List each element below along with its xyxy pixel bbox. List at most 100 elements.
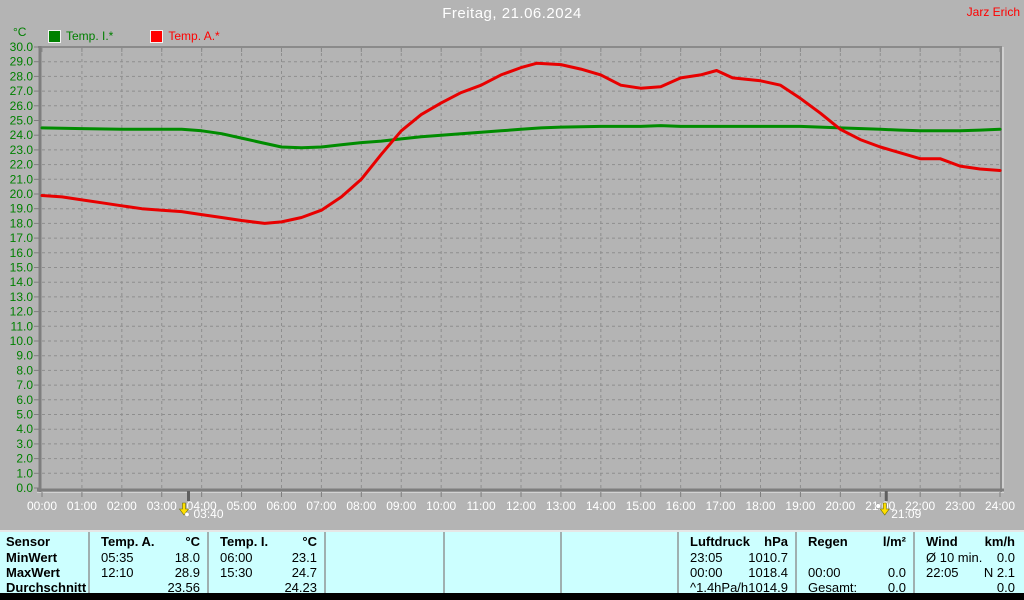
table-cell-right: hPa bbox=[764, 534, 788, 550]
y-tick-label: 28.0 bbox=[10, 69, 34, 83]
y-tick-label: 3.0 bbox=[16, 437, 33, 451]
table-cell-left: 06:00 bbox=[220, 549, 253, 565]
table-row: 22:05 N 2.1 bbox=[915, 565, 1022, 580]
y-tick-label: 25.0 bbox=[10, 114, 34, 128]
table-row bbox=[445, 534, 560, 549]
table-row: Wind km/h bbox=[915, 534, 1022, 549]
y-tick-label: 23.0 bbox=[10, 143, 34, 157]
y-tick-label: 15.0 bbox=[10, 261, 34, 275]
table-group-empty-2 bbox=[443, 532, 560, 593]
table-cell-right: 0.0 bbox=[887, 580, 906, 596]
y-tick-label: 2.0 bbox=[16, 452, 33, 466]
table-row: 23.56 bbox=[90, 580, 207, 595]
x-tick-label: 09:00 bbox=[386, 499, 416, 513]
y-tick-label: 7.0 bbox=[16, 378, 33, 392]
table-cell-right bbox=[670, 534, 677, 549]
table-cell-right bbox=[436, 565, 443, 580]
table-row: 15:30 24.7 bbox=[209, 565, 324, 580]
table-cell-right bbox=[436, 534, 443, 549]
table-cell-right bbox=[436, 550, 443, 565]
x-tick-label: 20:00 bbox=[825, 499, 855, 513]
x-tick-label: 14:00 bbox=[586, 499, 616, 513]
table-cell-right: °C bbox=[185, 534, 200, 550]
legend-item-temp-i: Temp. I.* bbox=[48, 29, 113, 43]
table-cell-right: 23.1 bbox=[291, 549, 317, 565]
x-tick-label: 24:00 bbox=[985, 499, 1015, 513]
table-cell-right: l/m² bbox=[882, 534, 906, 550]
y-tick-label: 9.0 bbox=[16, 349, 33, 363]
x-tick-label: 11:00 bbox=[467, 499, 496, 513]
y-tick-label: 18.0 bbox=[10, 216, 34, 230]
y-tick-label: 12.0 bbox=[10, 305, 34, 319]
x-tick-label: 03:00 bbox=[147, 499, 177, 513]
legend-label-temp-i: Temp. I.* bbox=[66, 29, 114, 43]
y-axis-unit-label: °C bbox=[13, 25, 27, 39]
table-cell-left: 00:00 bbox=[690, 564, 723, 580]
table-cell-left: Ø 10 min. bbox=[926, 549, 983, 565]
table-cell-left: Temp. I. bbox=[220, 534, 269, 550]
table-row bbox=[326, 565, 443, 580]
table-row: 24.23 bbox=[209, 580, 324, 595]
table-row bbox=[562, 534, 677, 549]
table-cell-right: 0.0 bbox=[996, 580, 1015, 596]
sunrise-icon bbox=[178, 502, 190, 516]
table-cell-left bbox=[326, 534, 337, 549]
table-cell-left: ^1.4hPa/h bbox=[690, 580, 749, 596]
table-row: ^1.4hPa/h 1014.9 bbox=[679, 580, 795, 595]
y-tick-label: 5.0 bbox=[16, 408, 33, 422]
table-row-label: MinWert bbox=[6, 549, 58, 565]
x-tick-label: 13:00 bbox=[546, 499, 576, 513]
legend-label-temp-a: Temp. A.* bbox=[168, 29, 220, 43]
table-row: 06:00 23.1 bbox=[209, 549, 324, 565]
table-cell-right bbox=[553, 550, 560, 565]
table-cell-right: 23.56 bbox=[167, 580, 200, 596]
table-row: 0.0 bbox=[915, 580, 1022, 595]
table-row bbox=[326, 549, 443, 564]
table-cell-right: 1010.7 bbox=[748, 549, 788, 565]
x-tick-label: 00:00 bbox=[27, 499, 57, 513]
x-tick-label: 17:00 bbox=[706, 499, 736, 513]
table-cell-right: 1014.9 bbox=[748, 580, 788, 596]
y-tick-label: 17.0 bbox=[10, 231, 34, 245]
table-group-empty-1 bbox=[324, 532, 443, 593]
table-cell-left: Luftdruck bbox=[690, 534, 750, 550]
table-row: Temp. A. °C bbox=[90, 534, 207, 549]
table-cell-left bbox=[445, 565, 456, 580]
y-tick-label: 30.0 bbox=[10, 40, 34, 54]
table-cell-left: Temp. A. bbox=[101, 534, 155, 550]
table-row-label: Durchschnitt bbox=[6, 580, 87, 596]
table-cell-left bbox=[445, 550, 456, 565]
table-group-temp-a: Temp. A. °C 05:35 18.0 12:10 28.9 23.56 bbox=[88, 532, 207, 595]
y-tick-label: 6.0 bbox=[16, 393, 33, 407]
table-cell-right bbox=[906, 550, 913, 565]
x-tick-label: 12:00 bbox=[506, 499, 536, 513]
table-row bbox=[562, 549, 677, 564]
table-row bbox=[445, 565, 560, 580]
sunset-time-label: 21:09 bbox=[891, 507, 921, 521]
table-row: Gesamt: 0.0 bbox=[797, 580, 913, 595]
table-cell-right: 24.23 bbox=[284, 580, 317, 596]
y-tick-label: 26.0 bbox=[10, 99, 34, 113]
table-cell-left: 12:10 bbox=[101, 564, 134, 580]
y-tick-label: 22.0 bbox=[10, 158, 34, 172]
x-tick-label: 05:00 bbox=[227, 499, 257, 513]
y-tick-label: 20.0 bbox=[10, 187, 34, 201]
table-group-regen: Regen l/m² 00:00 0.0 Gesamt: 0.0 bbox=[795, 532, 913, 595]
sunset-icon-dot bbox=[875, 503, 881, 509]
y-tick-label: 19.0 bbox=[10, 202, 34, 216]
x-tick-label: 15:00 bbox=[626, 499, 656, 513]
table-group-luftdruck: Luftdruck hPa 23:05 1010.7 00:00 1018.4 ^1.4hP… bbox=[677, 532, 795, 595]
table-cell-right: 0.0 bbox=[996, 549, 1015, 565]
y-tick-label: 1.0 bbox=[16, 466, 33, 480]
table-cell-left bbox=[562, 534, 573, 549]
y-tick-label: 21.0 bbox=[10, 172, 34, 186]
table-cell-right bbox=[553, 534, 560, 549]
table-row: 00:00 0.0 bbox=[797, 565, 913, 580]
table-group-wind: Wind km/h Ø 10 min. 0.0 22:05 N 2.1 0.0 bbox=[913, 532, 1022, 595]
chart-legend: Temp. I.* Temp. A.* bbox=[48, 29, 220, 43]
sunrise-icon-dot bbox=[184, 512, 190, 517]
table-cell-left: 15:30 bbox=[220, 564, 253, 580]
table-cell-left bbox=[326, 565, 337, 580]
table-row: 23:05 1010.7 bbox=[679, 549, 795, 565]
